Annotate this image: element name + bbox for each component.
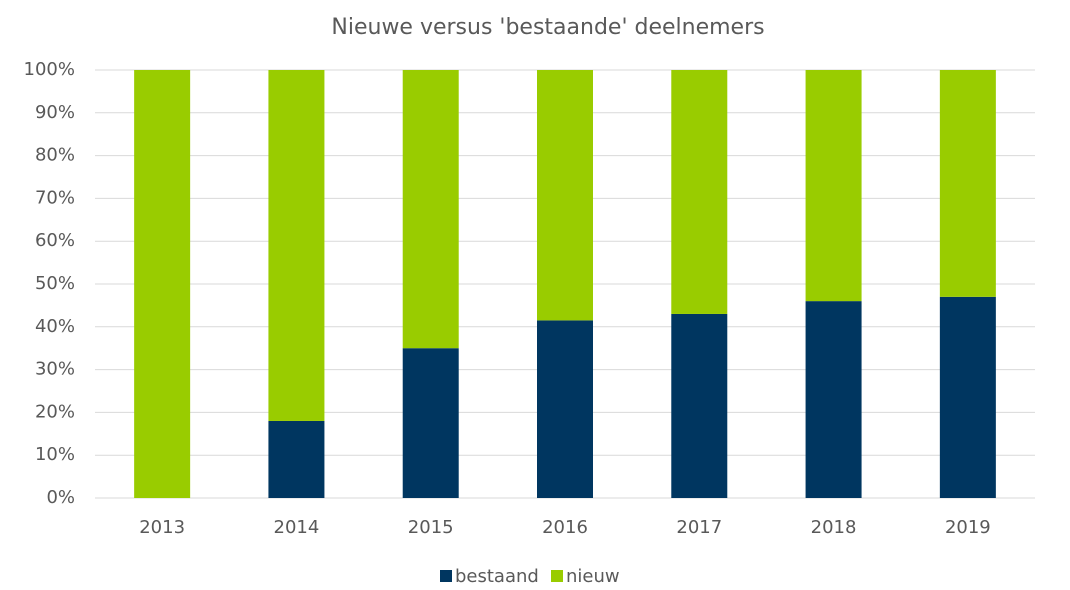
x-tick-label: 2016 — [542, 517, 588, 538]
bar-segment — [805, 301, 862, 498]
bar-segment — [537, 70, 593, 321]
x-tick-label: 2013 — [139, 517, 185, 538]
legend-swatch — [440, 570, 452, 582]
bar-segment — [939, 296, 996, 498]
y-tick-label: 70% — [35, 187, 75, 208]
legend-swatch — [551, 570, 563, 582]
x-tick-label: 2015 — [408, 517, 454, 538]
y-tick-label: 20% — [35, 401, 75, 422]
y-tick-label: 40% — [35, 316, 75, 337]
legend-label: bestaand — [455, 566, 539, 587]
bar-segment — [671, 70, 728, 314]
y-tick-label: 90% — [35, 102, 75, 123]
x-tick-label: 2014 — [274, 517, 320, 538]
x-tick-label: 2019 — [945, 517, 991, 538]
y-tick-label: 0% — [46, 487, 75, 508]
bar-segment — [402, 348, 459, 498]
bar-segment — [402, 70, 459, 349]
bar-segment — [134, 70, 191, 498]
y-tick-label: 60% — [35, 230, 75, 251]
bar-segment — [537, 320, 593, 498]
chart-title: Nieuwe versus 'bestaande' deelnemers — [331, 15, 764, 40]
y-tick-label: 80% — [35, 145, 75, 166]
bar-segment — [268, 420, 325, 498]
bar-segment — [671, 313, 728, 498]
x-tick-label: 2018 — [811, 517, 857, 538]
y-tick-label: 50% — [35, 273, 75, 294]
bar-segment — [268, 70, 325, 421]
bar-segment — [939, 70, 996, 297]
legend-label: nieuw — [566, 566, 620, 587]
x-tick-label: 2017 — [676, 517, 722, 538]
y-tick-label: 100% — [24, 59, 75, 80]
y-tick-label: 10% — [35, 444, 75, 465]
bar-segment — [805, 70, 862, 302]
y-tick-label: 30% — [35, 359, 75, 380]
